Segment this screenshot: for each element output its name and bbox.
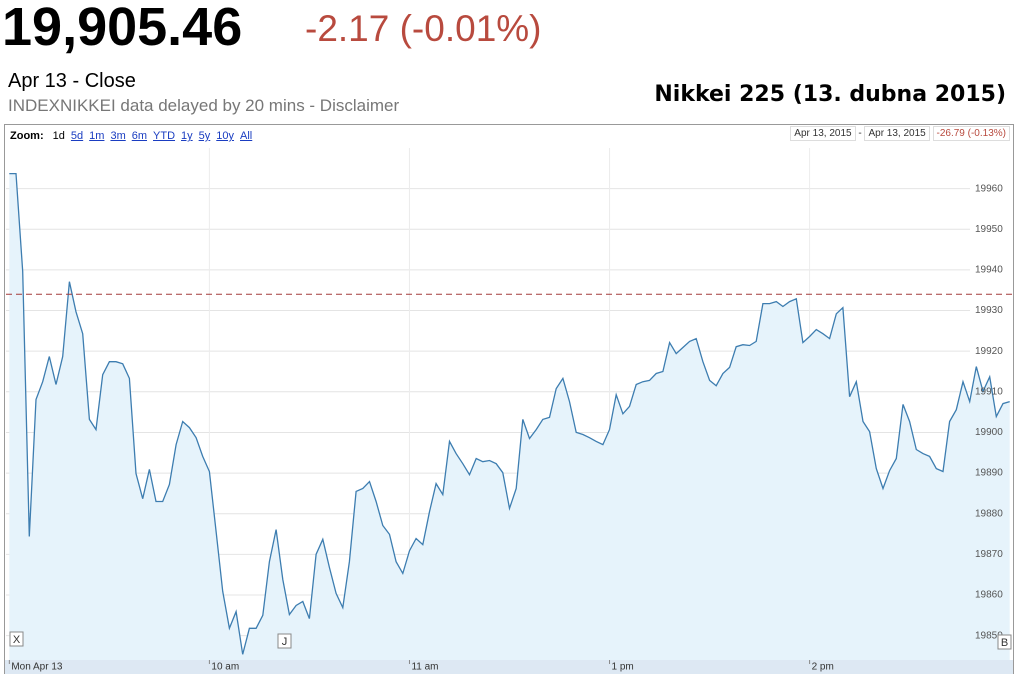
y-tick-label: 19870 [975,549,1003,560]
zoom-option[interactable]: 6m [131,130,148,142]
area [9,173,1010,660]
zoom-option[interactable]: 5d [70,130,84,142]
price: 19,905.46 [2,0,243,57]
flag-label: B [1001,637,1008,649]
x-tick-label: 10 am [211,662,239,673]
zoom-option[interactable]: 1m [89,130,105,142]
x-tick-label: 2 pm [812,662,834,673]
x-tick-label: 11 am [411,662,438,673]
y-tick-label: 19900 [975,427,1003,438]
y-tick-label: 19920 [975,346,1003,357]
zoom-label: Zoom: [10,130,44,142]
zoom-option[interactable]: 1d [52,130,65,142]
range-box: Apr 13, 2015 - Apr 13, 2015 -26.79 (-0.1… [790,126,1010,141]
zoom-option[interactable]: 3m [110,130,126,142]
range-end: Apr 13, 2015 [864,126,930,141]
y-tick-label: 19960 [975,183,1003,194]
source-note: INDEXNIKKEI data delayed by 20 mins - Di… [8,96,400,115]
y-tick-label: 19910 [975,386,1003,397]
zoom-bar: Zoom: 1d 5d 1m 3m 6m YTD 1y 5y 10y All [10,130,258,142]
line [9,172,1010,655]
y-tick-label: 19880 [975,508,1003,519]
zoom-option[interactable]: 5y [198,130,211,142]
y-tick-label: 19860 [975,590,1003,601]
x-axis-strip [5,660,1013,674]
y-tick-label: 19890 [975,468,1003,479]
y-tick-label: 19930 [975,305,1003,316]
zoom-option[interactable]: All [240,130,253,142]
zoom-option[interactable]: YTD [153,130,176,142]
flag-label: X [13,634,21,646]
range-start: Apr 13, 2015 [790,126,856,141]
x-tick-label: Mon Apr 13 [11,662,63,673]
zoom-option[interactable]: 1y [181,130,193,142]
zoom-option[interactable]: 10y [216,130,235,142]
y-tick-label: 19850 [975,630,1003,641]
caption: Nikkei 225 (13. dubna 2015) [654,82,1006,107]
flag [997,634,1012,650]
y-tick-label: 19950 [975,224,1003,235]
y-tick-label: 19940 [975,265,1003,276]
x-tick-label: 1 pm [612,662,634,673]
flag [277,633,292,649]
flag [9,631,24,647]
flag-label: J [282,636,288,648]
range-separator: - [858,128,862,139]
range-change: -26.79 (-0.13%) [932,126,1010,141]
close-label: Apr 13 - Close [8,70,136,92]
price-change: -2.17 (-0.01%) [305,8,542,49]
